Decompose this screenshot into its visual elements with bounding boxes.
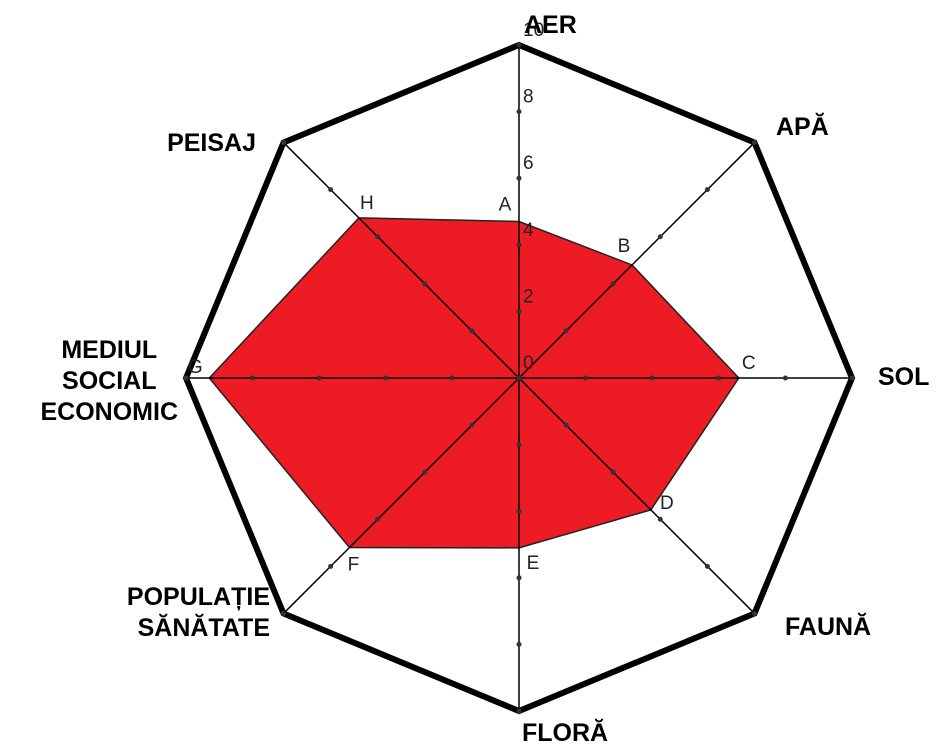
tick-dot bbox=[469, 328, 475, 334]
category-label: POPULAȚIE SĂNĂTATE bbox=[126, 583, 270, 642]
tick-dot bbox=[250, 375, 256, 381]
point-label: A bbox=[499, 195, 512, 216]
point-label: F bbox=[348, 555, 360, 576]
tick-dot bbox=[516, 575, 522, 581]
category-label: MEDIUL SOCIAL ECONOMIC bbox=[40, 336, 179, 426]
axis-line bbox=[283, 377, 520, 614]
tick-label: 6 bbox=[523, 153, 534, 174]
tick-label: 2 bbox=[523, 286, 534, 307]
tick-dot bbox=[751, 140, 757, 146]
tick-dot bbox=[782, 375, 788, 381]
tick-dot bbox=[469, 422, 475, 428]
tick-dot bbox=[328, 563, 334, 569]
tick-label: 10 bbox=[523, 20, 544, 41]
point-label: D bbox=[660, 493, 674, 514]
tick-dot bbox=[516, 442, 522, 448]
category-label: PEISAJ bbox=[167, 129, 256, 157]
tick-dot bbox=[516, 708, 522, 714]
category-label: SOL bbox=[878, 363, 930, 391]
tick-label: 8 bbox=[523, 87, 534, 108]
tick-dot bbox=[328, 187, 334, 193]
tick-dot bbox=[183, 375, 189, 381]
tick-dot bbox=[516, 242, 522, 248]
axis-line bbox=[283, 142, 520, 379]
tick-dot bbox=[449, 375, 455, 381]
tick-dot bbox=[516, 308, 522, 314]
tick-label: 0 bbox=[523, 353, 534, 374]
tick-dot bbox=[383, 375, 389, 381]
tick-dot bbox=[610, 281, 616, 287]
tick-dot bbox=[751, 610, 757, 616]
point-label: B bbox=[618, 236, 631, 257]
tick-dot bbox=[316, 375, 322, 381]
tick-dot bbox=[375, 234, 381, 240]
tick-dot bbox=[657, 516, 663, 522]
tick-dot bbox=[422, 281, 428, 287]
tick-dot bbox=[516, 508, 522, 514]
tick-dot bbox=[563, 328, 569, 334]
tick-dot bbox=[563, 422, 569, 428]
point-label: E bbox=[527, 553, 540, 574]
tick-dot bbox=[516, 109, 522, 115]
category-label: APĂ bbox=[776, 113, 829, 141]
tick-dot bbox=[704, 563, 710, 569]
tick-dot bbox=[516, 42, 522, 48]
point-label: G bbox=[188, 357, 203, 378]
tick-dot bbox=[649, 375, 655, 381]
tick-label: 4 bbox=[523, 220, 534, 241]
tick-dot bbox=[657, 234, 663, 240]
tick-dot bbox=[704, 187, 710, 193]
axis-line bbox=[518, 142, 755, 379]
axis-line bbox=[518, 377, 755, 614]
tick-dot bbox=[375, 516, 381, 522]
tick-dot bbox=[516, 375, 522, 381]
tick-dot bbox=[516, 641, 522, 647]
tick-dot bbox=[281, 140, 287, 146]
tick-dot bbox=[583, 375, 589, 381]
point-label: H bbox=[360, 193, 374, 214]
tick-dot bbox=[516, 175, 522, 181]
tick-dot bbox=[422, 469, 428, 475]
category-label: FLORĂ bbox=[522, 719, 609, 747]
tick-dot bbox=[281, 610, 287, 616]
point-label: C bbox=[742, 353, 756, 374]
category-label: FAUNĂ bbox=[785, 613, 872, 641]
tick-dot bbox=[610, 469, 616, 475]
tick-dot bbox=[716, 375, 722, 381]
category-label: AER bbox=[524, 11, 577, 39]
tick-dot bbox=[849, 375, 855, 381]
